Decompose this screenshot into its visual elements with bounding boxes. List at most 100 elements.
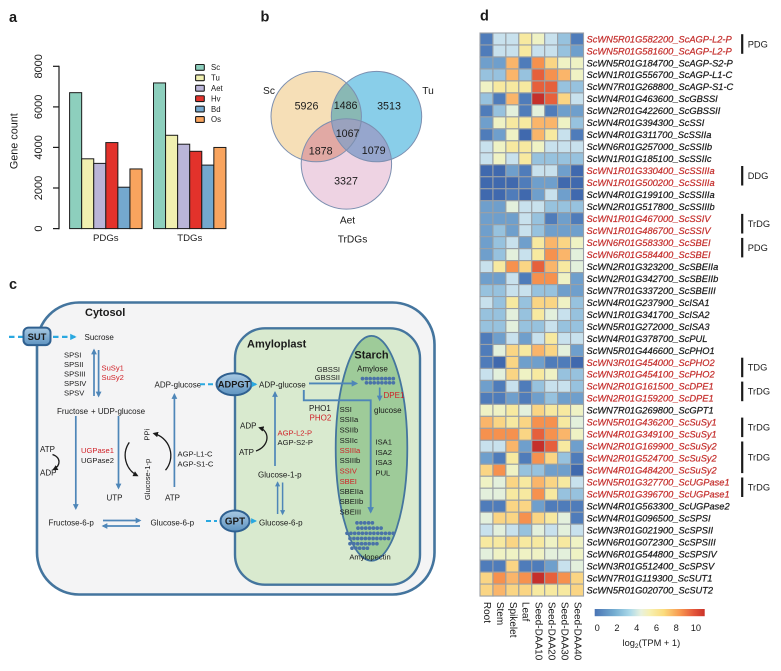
svg-text:UTP: UTP (107, 493, 123, 502)
svg-text:ScWN5R01G436200_ScSuSy1: ScWN5R01G436200_ScSuSy1 (587, 418, 717, 428)
svg-text:4: 4 (634, 623, 639, 633)
svg-text:2000: 2000 (33, 176, 45, 200)
svg-text:DPE1: DPE1 (384, 391, 405, 400)
svg-text:PHO1: PHO1 (309, 404, 331, 413)
svg-text:ScWN7R01G268800_ScAGP-S1-C: ScWN7R01G268800_ScAGP-S1-C (587, 82, 734, 92)
svg-text:ScWN5R01G020700_ScSUT2: ScWN5R01G020700_ScSUT2 (587, 585, 714, 595)
svg-text:ScWN5R01G446600_ScPHO1: ScWN5R01G446600_ScPHO1 (587, 346, 715, 356)
svg-text:ScWN6R01G257000_ScSSIIb: ScWN6R01G257000_ScSSIIb (587, 142, 713, 152)
svg-text:+ UDP-glucose: + UDP-glucose (91, 407, 146, 416)
svg-text:ScWN4R01G096500_ScSPSI: ScWN4R01G096500_ScSPSI (587, 513, 711, 523)
svg-text:ScWN4R01G378700_ScPUL: ScWN4R01G378700_ScPUL (587, 334, 708, 344)
svg-text:TrDG: TrDG (748, 483, 770, 493)
svg-text:ScWN4R01G199100_ScSSIIIa: ScWN4R01G199100_ScSSIIIa (587, 190, 715, 200)
svg-text:SuSy2: SuSy2 (102, 373, 124, 382)
svg-text:4000: 4000 (33, 135, 45, 159)
svg-text:ScWN6R01G072300_ScSPSIII: ScWN6R01G072300_ScSPSIII (587, 537, 717, 547)
svg-text:3513: 3513 (377, 101, 401, 113)
svg-text:Fructose: Fructose (57, 407, 89, 416)
svg-text:SSIIc: SSIIc (340, 436, 358, 445)
svg-text:ScWN2R01G161500_ScDPE1: ScWN2R01G161500_ScDPE1 (587, 382, 714, 392)
svg-text:2: 2 (614, 623, 619, 633)
svg-text:ScWN1R01G467000_ScSSIV: ScWN1R01G467000_ScSSIV (587, 214, 712, 224)
svg-text:ScWN1R01G330400_ScSSIIIa: ScWN1R01G330400_ScSSIIIa (587, 166, 715, 176)
svg-text:SPSI: SPSI (64, 350, 81, 359)
svg-text:ScWN5R01G184700_ScAGP-S2-P: ScWN5R01G184700_ScAGP-S2-P (587, 58, 734, 68)
svg-text:PDG: PDG (748, 243, 768, 253)
svg-text:ScWN7R01G119300_ScSUT1: ScWN7R01G119300_ScSUT1 (587, 573, 713, 583)
svg-text:GPT: GPT (225, 517, 245, 528)
svg-text:ScWN5R01G272000_ScISA3: ScWN5R01G272000_ScISA3 (587, 322, 711, 332)
svg-text:0: 0 (33, 226, 45, 232)
svg-text:ScWN6R01G544800_ScSPSIV: ScWN6R01G544800_ScSPSIV (587, 549, 718, 559)
svg-text:glucose: glucose (374, 406, 402, 415)
svg-text:1079: 1079 (362, 145, 386, 157)
svg-text:SSIIIa: SSIIIa (340, 446, 361, 455)
svg-text:ISA1: ISA1 (376, 438, 392, 447)
svg-text:ScWN5R01G396700_ScUGPase1: ScWN5R01G396700_ScUGPase1 (587, 490, 730, 500)
svg-text:Hv: Hv (211, 94, 221, 103)
svg-text:SPSII: SPSII (64, 360, 83, 369)
svg-text:1486: 1486 (334, 100, 358, 112)
svg-text:0: 0 (595, 623, 600, 633)
svg-text:ScWN1R01G500200_ScSSIIIa: ScWN1R01G500200_ScSSIIIa (587, 178, 715, 188)
svg-text:Starch: Starch (354, 350, 389, 362)
svg-text:ScWN3R01G454000_ScPHO2: ScWN3R01G454000_ScPHO2 (587, 358, 716, 368)
svg-text:ScWN4R01G484200_ScSuSy2: ScWN4R01G484200_ScSuSy2 (587, 466, 718, 476)
svg-text:GBSSI: GBSSI (317, 365, 340, 374)
svg-text:ScWN2R01G323200_ScSBEIIa: ScWN2R01G323200_ScSBEIIa (587, 262, 719, 272)
svg-text:ScWN4R01G463600_ScGBSSI: ScWN4R01G463600_ScGBSSI (587, 94, 719, 104)
svg-text:ADP-glucose: ADP-glucose (155, 380, 202, 389)
svg-text:6000: 6000 (33, 95, 45, 119)
svg-text:TDGs: TDGs (177, 233, 202, 244)
svg-text:d: d (480, 9, 489, 25)
svg-text:TrDG: TrDG (748, 387, 770, 397)
svg-text:UGPase1: UGPase1 (81, 446, 114, 455)
svg-text:TrDG: TrDG (748, 453, 770, 463)
svg-text:ISA2: ISA2 (376, 448, 392, 457)
svg-text:SPSIII: SPSIII (64, 370, 86, 379)
svg-text:ScWN1R01G341700_ScISA2: ScWN1R01G341700_ScISA2 (587, 310, 711, 320)
svg-text:ScWN5R01G327700_ScUGPase1: ScWN5R01G327700_ScUGPase1 (587, 478, 730, 488)
svg-text:ISA3: ISA3 (376, 458, 392, 467)
svg-text:SBEIIa: SBEIIa (340, 487, 364, 496)
svg-text:ScWN7R01G337200_ScSBEIII: ScWN7R01G337200_ScSBEIII (587, 286, 717, 296)
svg-text:Glucose-6-p: Glucose-6-p (259, 518, 303, 527)
svg-text:SSI: SSI (340, 405, 352, 414)
svg-text:8000: 8000 (33, 54, 45, 78)
svg-text:ADP: ADP (240, 421, 256, 430)
svg-text:ScWN4R01G349100_ScSuSy1: ScWN4R01G349100_ScSuSy1 (587, 430, 717, 440)
svg-text:Stem: Stem (494, 602, 505, 625)
svg-text:PHO2: PHO2 (310, 414, 332, 423)
svg-text:Amyloplast: Amyloplast (247, 339, 307, 351)
svg-text:SPSIV: SPSIV (64, 379, 87, 388)
svg-text:ScWN2R01G524700_ScSuSy2: ScWN2R01G524700_ScSuSy2 (587, 454, 718, 464)
svg-text:ScWN1R01G185100_ScSSIIc: ScWN1R01G185100_ScSSIIc (587, 154, 712, 164)
svg-text:SBEIIb: SBEIIb (340, 497, 364, 506)
svg-text:Glucose-6-p: Glucose-6-p (151, 518, 195, 527)
svg-text:ADP-glucose: ADP-glucose (259, 380, 306, 389)
svg-text:AGP-L2-P: AGP-L2-P (278, 428, 313, 437)
svg-text:GBSSII: GBSSII (315, 373, 340, 382)
svg-text:ScWN2R01G517800_ScSSIIIb: ScWN2R01G517800_ScSSIIIb (587, 202, 715, 212)
svg-text:Spikelet: Spikelet (507, 602, 518, 638)
svg-text:Sc: Sc (211, 63, 220, 72)
svg-text:UGPase2: UGPase2 (81, 456, 114, 465)
svg-text:AGP-S2-P: AGP-S2-P (278, 438, 313, 447)
svg-text:Fructose-6-p: Fructose-6-p (49, 518, 95, 527)
svg-text:b: b (261, 10, 270, 26)
svg-text:PPi: PPi (143, 428, 152, 440)
svg-text:Seed-DAA30: Seed-DAA30 (559, 602, 570, 661)
svg-text:SuSy1: SuSy1 (102, 363, 124, 372)
svg-text:ATP: ATP (40, 445, 55, 454)
svg-text:ScWN6R01G584400_ScSBEI: ScWN6R01G584400_ScSBEI (587, 250, 711, 260)
svg-text:SSIIa: SSIIa (340, 415, 359, 424)
svg-text:log2(TPM + 1): log2(TPM + 1) (623, 638, 681, 650)
svg-text:Aet: Aet (211, 84, 224, 93)
svg-text:TrDG: TrDG (748, 423, 770, 433)
svg-text:ADPGT: ADPGT (218, 380, 251, 390)
svg-text:ScWN2R01G169900_ScSuSy2: ScWN2R01G169900_ScSuSy2 (587, 442, 718, 452)
svg-text:ScWN2R01G422600_ScGBSSII: ScWN2R01G422600_ScGBSSII (587, 106, 721, 116)
svg-text:ScWN2R01G342700_ScSBEIIb: ScWN2R01G342700_ScSBEIIb (587, 274, 719, 284)
svg-text:PDGs: PDGs (93, 233, 119, 244)
